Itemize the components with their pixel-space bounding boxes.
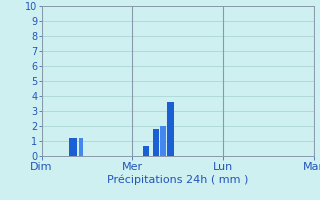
Bar: [143, 146, 149, 156]
Bar: [160, 126, 166, 156]
Bar: [79, 138, 84, 156]
X-axis label: Précipitations 24h ( mm ): Précipitations 24h ( mm ): [107, 174, 248, 185]
Bar: [69, 138, 77, 156]
Bar: [167, 102, 174, 156]
Bar: [153, 129, 159, 156]
